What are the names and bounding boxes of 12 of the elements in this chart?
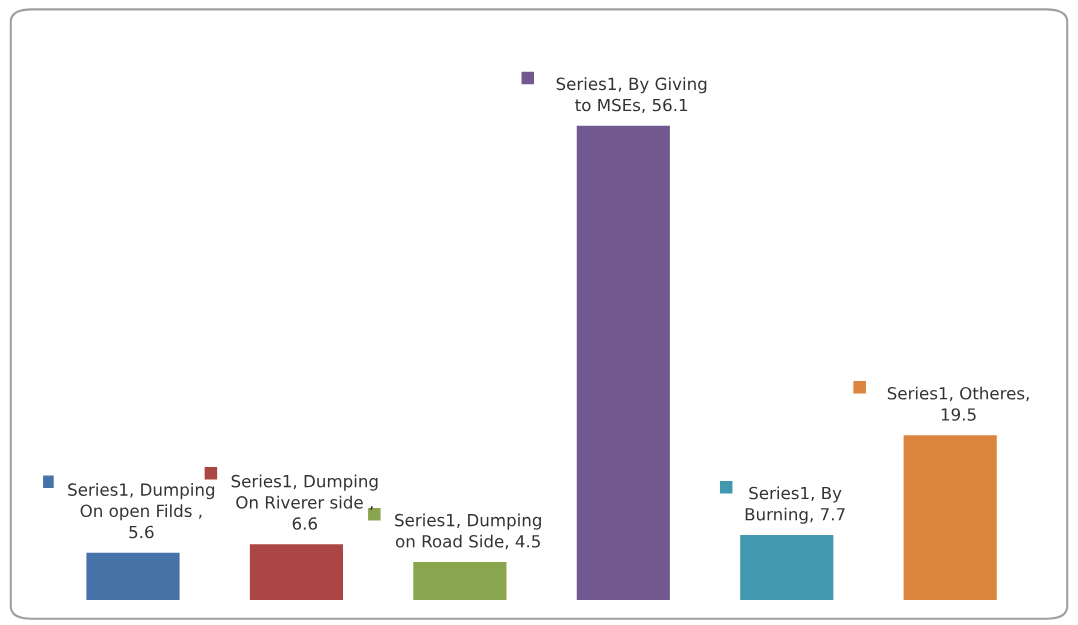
bar [576, 125, 670, 600]
data-label: Series1, By Burning, 7.7 [745, 486, 845, 524]
bar [740, 534, 834, 600]
bar [86, 552, 180, 600]
data-label: Series1, Dumping On Riverer side , 6.6 [231, 474, 378, 530]
data-label: Series1, By Giving to MSEs, 56.1 [556, 77, 707, 114]
bar [903, 435, 997, 600]
bar [413, 561, 507, 600]
bar [249, 544, 344, 600]
data-label: Series1, Dumping on Road Side, 4.5 [395, 513, 541, 550]
data-label: Series1, Otheres, 19.5 [887, 386, 1029, 421]
data-label: Series1, Dumping On open Filds , 5.6 [68, 483, 215, 539]
